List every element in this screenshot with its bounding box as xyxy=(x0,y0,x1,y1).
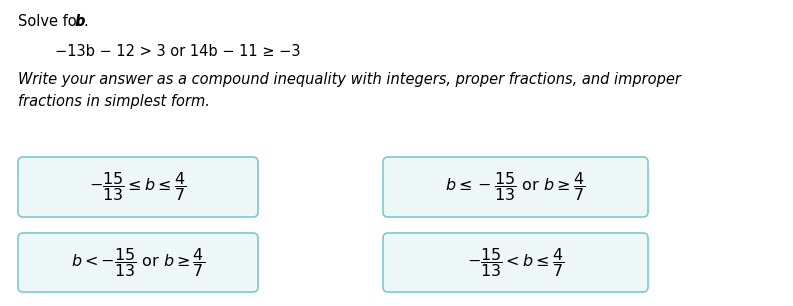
Text: −13b − 12 > 3 or 14b − 11 ≥ −3: −13b − 12 > 3 or 14b − 11 ≥ −3 xyxy=(55,44,301,59)
Text: $-\dfrac{15}{13} < b \leq \dfrac{4}{7}$: $-\dfrac{15}{13} < b \leq \dfrac{4}{7}$ xyxy=(467,246,564,279)
FancyBboxPatch shape xyxy=(383,233,648,292)
FancyBboxPatch shape xyxy=(383,157,648,217)
FancyBboxPatch shape xyxy=(18,233,258,292)
Text: Write your answer as a compound inequality with integers, proper fractions, and : Write your answer as a compound inequali… xyxy=(18,72,681,109)
Text: .: . xyxy=(83,14,88,29)
Text: b: b xyxy=(75,14,86,29)
Text: $b < -\dfrac{15}{13}$ or $b \geq \dfrac{4}{7}$: $b < -\dfrac{15}{13}$ or $b \geq \dfrac{… xyxy=(71,246,205,279)
FancyBboxPatch shape xyxy=(18,157,258,217)
Text: $-\dfrac{15}{13} \leq b \leq \dfrac{4}{7}$: $-\dfrac{15}{13} \leq b \leq \dfrac{4}{7… xyxy=(90,170,186,203)
Text: Solve for: Solve for xyxy=(18,14,87,29)
Text: $b \leq -\dfrac{15}{13}$ or $b \geq \dfrac{4}{7}$: $b \leq -\dfrac{15}{13}$ or $b \geq \dfr… xyxy=(446,170,586,203)
